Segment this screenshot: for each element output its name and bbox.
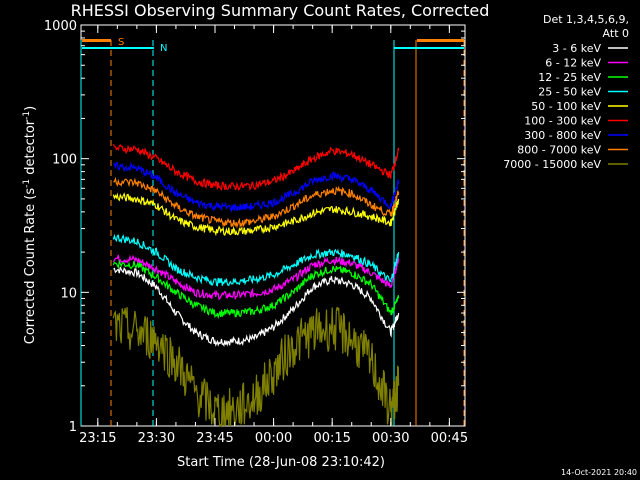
y-tick-label: 1000 (44, 19, 77, 34)
x-tick-label: 23:30 (138, 431, 175, 446)
series-line-6-12-kev (112, 254, 400, 301)
y-axis-label-end: ) (23, 106, 38, 111)
series-line-7000-15000-kev (112, 306, 400, 428)
series-line-800-7000-kev (113, 176, 400, 229)
legend-label-100-300-kev: 100 - 300 keV (524, 115, 601, 128)
night-label: N (160, 43, 167, 54)
legend: Det 1,3,4,5,6,9, Att 0 3 - 6 keV 6 - 12 k… (503, 13, 629, 171)
axis-layer: 23:15 23:30 23:45 00:00 00:15 00:30 00:45 1 10 10… (44, 19, 468, 446)
legend-label-50-100-kev: 50 - 100 keV (531, 100, 601, 113)
y-tick-label: 100 (52, 153, 77, 168)
y-axis-label-main: Corrected Count Rate (s (23, 188, 38, 345)
night-bar-left (82, 47, 154, 49)
generation-timestamp: 14-Oct-2021 20:40 (561, 468, 637, 477)
x-tick-label: 23:45 (196, 431, 233, 446)
series-layer (112, 143, 400, 428)
legend-label-3-6-kev: 3 - 6 keV (552, 42, 601, 55)
saa-bar-left (82, 39, 111, 42)
x-tick-label: 00:00 (255, 431, 292, 446)
y-tick-label: 10 (60, 286, 77, 301)
legend-label-7000-15000-kev: 7000 - 15000 keV (503, 158, 601, 171)
plot-area (80, 24, 466, 427)
x-tick-label: 00:15 (313, 431, 350, 446)
attenuator-markers: S N (80, 37, 465, 426)
series-line-3-6-kev (113, 266, 400, 347)
series-line-50-100-kev (112, 192, 400, 237)
x-tick-label: 23:15 (79, 431, 116, 446)
legend-header-line2: Att 0 (603, 27, 629, 40)
x-axis-label: Start Time (28-Jun-08 23:10:42) (177, 455, 385, 470)
y-axis-label-sup-2: -1 (22, 111, 32, 120)
legend-label-12-25-kev: 12 - 25 keV (538, 71, 601, 84)
legend-label-300-800-kev: 300 - 800 keV (524, 129, 601, 142)
series-line-25-50-kev (112, 233, 400, 287)
legend-label-25-50-kev: 25 - 50 keV (538, 86, 601, 99)
saa-bar-right (417, 39, 464, 42)
series-line-12-25-kev (112, 259, 400, 320)
legend-header-line1: Det 1,3,4,5,6,9, (543, 13, 629, 26)
saa-label: S (118, 37, 124, 48)
night-bar-right (394, 47, 464, 49)
x-tick-label: 00:30 (372, 431, 409, 446)
y-axis-label-mid: detector (23, 119, 38, 179)
legend-label-6-12-kev: 6 - 12 keV (545, 57, 601, 70)
y-axis-label-sup-1: -1 (22, 179, 32, 188)
y-axis-label: Corrected Count Rate (s-1 detector-1) (22, 106, 38, 344)
x-tick-label: 00:45 (431, 431, 468, 446)
legend-label-800-7000-kev: 800 - 7000 keV (517, 144, 601, 157)
y-tick-label: 1 (69, 420, 77, 435)
plot-background (81, 25, 465, 426)
chart-title: RHESSI Observing Summary Count Rates, Co… (71, 1, 490, 20)
series-line-100-300-kev (112, 143, 400, 192)
series-line-300-800-kev (112, 161, 400, 213)
